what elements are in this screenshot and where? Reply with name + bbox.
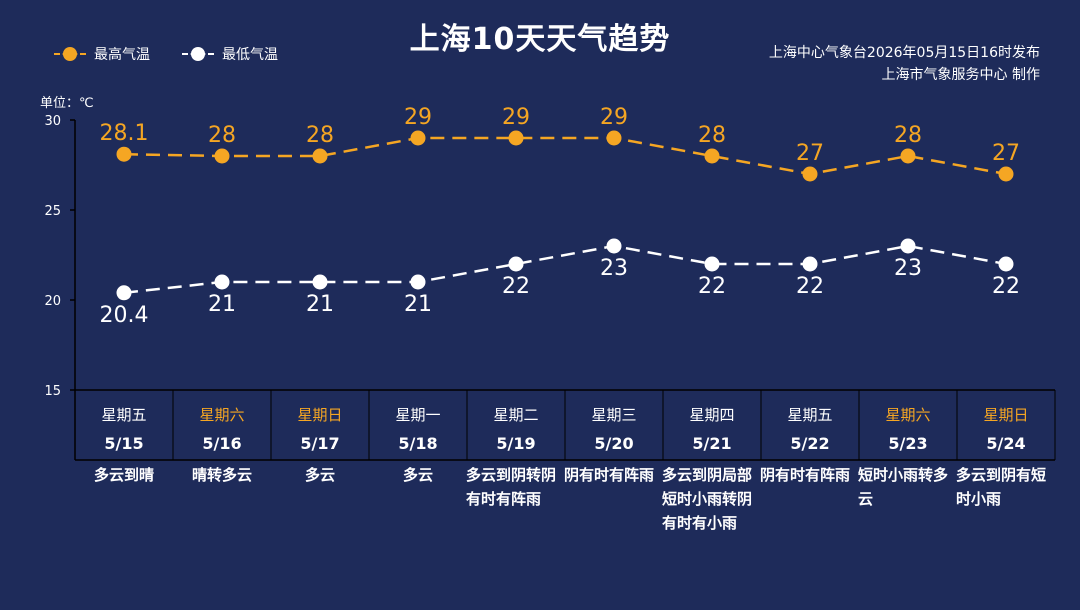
low-temp-label: 21 [306, 292, 334, 317]
date-label: 5/20 [594, 434, 634, 453]
date-label: 5/17 [300, 434, 340, 453]
chart-legend: 最高气温 最低气温 [54, 44, 278, 64]
date-label: 5/19 [496, 434, 536, 453]
weather-description: 多云 [402, 466, 433, 484]
date-label: 5/22 [790, 434, 830, 453]
low-temp-point [214, 274, 230, 290]
weather-description: 阴有时有阵雨 [760, 466, 851, 484]
weather-description: 多云到晴 [93, 466, 154, 484]
y-tick-label: 30 [44, 114, 61, 129]
low-temp-point [802, 256, 818, 272]
low-temp-label: 23 [600, 256, 628, 281]
low-temp-point [900, 238, 916, 254]
unit-label: 单位：℃ [40, 96, 94, 111]
weekday-label: 星期三 [591, 406, 637, 424]
y-tick-label: 25 [44, 204, 61, 219]
date-label: 5/23 [888, 434, 928, 453]
source-info: 上海中心气象台2026年05月15日16时发布 上海市气象服务中心 制作 [769, 42, 1040, 86]
weather-description: 短时小雨转多云 [858, 466, 949, 508]
low-temp-point [508, 256, 524, 272]
source-line-2: 上海市气象服务中心 制作 [881, 67, 1040, 83]
low-temp-label: 22 [992, 274, 1020, 299]
high-temp-point [116, 146, 132, 162]
weekday-label: 星期日 [297, 406, 343, 424]
date-label: 5/18 [398, 434, 438, 453]
high-temp-point [704, 148, 720, 164]
high-temp-label: 28 [208, 123, 236, 148]
high-temp-label: 28 [894, 123, 922, 148]
low-temp-line [123, 244, 1007, 295]
low-temp-point [312, 274, 328, 290]
high-temp-line [123, 136, 1007, 176]
high-temp-point [998, 166, 1014, 182]
low-temp-label: 22 [796, 274, 824, 299]
weather-description: 多云到阴转阴有时有阵雨 [466, 466, 557, 508]
high-temp-label: 28 [698, 123, 726, 148]
weekday-label: 星期日 [983, 406, 1029, 424]
weather-description: 晴转多云 [191, 466, 252, 484]
weekday-label: 星期五 [101, 406, 147, 424]
low-temp-point [116, 285, 132, 301]
weather-description: 多云到阴局部短时小雨转阴有时有小雨 [662, 466, 753, 532]
weekday-label: 星期一 [395, 406, 441, 424]
legend-high-marker-icon [54, 47, 86, 61]
weekday-label: 星期四 [689, 406, 735, 424]
y-tick-label: 15 [44, 384, 61, 399]
date-label: 5/21 [692, 434, 732, 453]
weather-description: 阴有时有阵雨 [564, 466, 655, 484]
legend-low-label: 最低气温 [222, 47, 278, 63]
low-temp-point [998, 256, 1014, 272]
high-temp-label: 29 [404, 105, 432, 130]
date-label: 5/16 [202, 434, 242, 453]
high-temp-label: 27 [992, 141, 1020, 166]
source-line-1: 上海中心气象台2026年05月15日16时发布 [768, 45, 1040, 61]
low-temp-label: 23 [894, 256, 922, 281]
low-temp-label: 20.4 [100, 303, 149, 328]
low-temp-label: 21 [404, 292, 432, 317]
high-temp-point [410, 130, 426, 146]
date-label: 5/15 [104, 434, 144, 453]
legend-low-marker-icon [182, 47, 214, 61]
legend-item-high: 最高气温 [54, 44, 150, 64]
high-temp-point [802, 166, 818, 182]
legend-high-label: 最高气温 [94, 47, 150, 63]
y-tick-label: 20 [44, 294, 61, 309]
weather-description: 多云 [304, 466, 335, 484]
low-temp-point [606, 238, 622, 254]
weekday-label: 星期五 [787, 406, 833, 424]
weekday-label: 星期六 [885, 406, 931, 424]
weekday-label: 星期二 [493, 406, 539, 424]
low-temp-point [704, 256, 720, 272]
weekday-label: 星期六 [199, 406, 245, 424]
high-temp-label: 28.1 [100, 121, 149, 146]
high-temp-point [508, 130, 524, 146]
high-temp-point [312, 148, 328, 164]
weather-description: 多云到阴有短时小雨 [956, 466, 1047, 508]
high-temp-label: 29 [502, 105, 530, 130]
high-temp-point [214, 148, 230, 164]
low-temp-label: 21 [208, 292, 236, 317]
date-label: 5/24 [986, 434, 1026, 453]
high-temp-point [606, 130, 622, 146]
high-temp-label: 27 [796, 141, 824, 166]
page-title: 上海10天天气趋势 [409, 22, 671, 57]
legend-item-low: 最低气温 [182, 44, 278, 64]
high-temp-point [900, 148, 916, 164]
low-temp-label: 22 [502, 274, 530, 299]
low-temp-point [410, 274, 426, 290]
high-temp-label: 29 [600, 105, 628, 130]
low-temp-label: 22 [698, 274, 726, 299]
high-temp-label: 28 [306, 123, 334, 148]
